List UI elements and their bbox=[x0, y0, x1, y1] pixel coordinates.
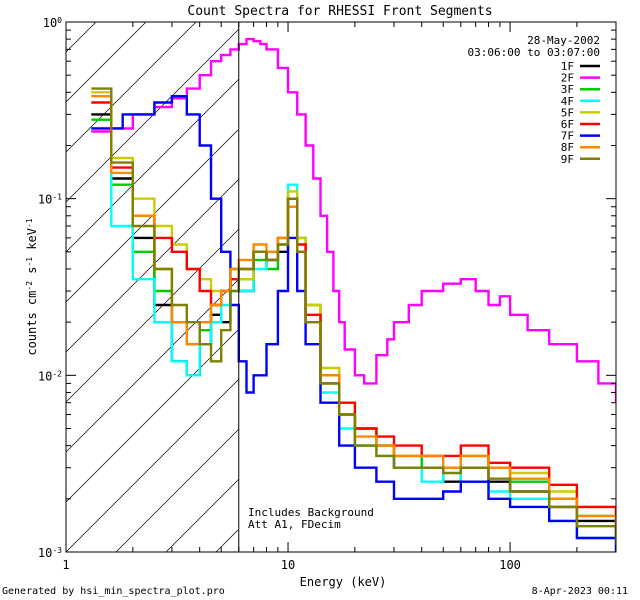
y-tick-label: 100 bbox=[43, 16, 62, 31]
hatch-line bbox=[66, 378, 239, 552]
series-line-6f bbox=[91, 101, 616, 532]
hatch-line bbox=[66, 228, 239, 403]
series-line-3f bbox=[91, 118, 616, 538]
legend-label-1f: 1F bbox=[561, 60, 574, 73]
y-axis-label: counts cm-2 s-1 keV-1 bbox=[25, 218, 40, 355]
legend-label-9f: 9F bbox=[561, 153, 574, 166]
hatch-line bbox=[66, 28, 239, 203]
legend-label-2f: 2F bbox=[561, 72, 574, 85]
tick-labels: 1 10 100 100 10-1 10-2 10-3 bbox=[38, 16, 521, 573]
legend-label-7f: 7F bbox=[561, 130, 574, 143]
series-line-2f bbox=[91, 37, 616, 403]
hatch-line bbox=[215, 528, 239, 552]
hatch-line bbox=[66, 328, 239, 503]
series-line-1f bbox=[91, 113, 616, 538]
x-axis-label: Energy (keV) bbox=[300, 575, 387, 589]
hatch-line bbox=[466, 22, 640, 552]
legend-label-5f: 5F bbox=[561, 106, 574, 119]
axis-ticks bbox=[65, 21, 617, 553]
series-line-7f bbox=[91, 95, 616, 552]
hatch-line bbox=[66, 22, 197, 153]
x-tick-label: 10 bbox=[281, 558, 295, 572]
series-line-5f bbox=[91, 91, 616, 527]
y-tick-label: 10-2 bbox=[38, 369, 62, 384]
legend-label-8f: 8F bbox=[561, 141, 574, 154]
annotation-background: Includes Background bbox=[248, 506, 374, 519]
date-label: 28-May-2002 bbox=[527, 34, 600, 47]
hatch-line bbox=[115, 428, 239, 552]
series-lines bbox=[91, 37, 616, 552]
plot-frame bbox=[65, 21, 617, 553]
legend-label-4f: 4F bbox=[561, 95, 574, 108]
legend-label-3f: 3F bbox=[561, 83, 574, 96]
time-range-label: 03:06:00 to 03:07:00 bbox=[468, 46, 600, 59]
hatch-line bbox=[66, 178, 239, 353]
series-line-9f bbox=[91, 87, 616, 545]
x-tick-label: 1 bbox=[62, 558, 69, 572]
hatch-line bbox=[66, 128, 239, 303]
hatch-line bbox=[66, 22, 147, 103]
x-tick-label: 100 bbox=[499, 558, 521, 572]
legend-label-6f: 6F bbox=[561, 118, 574, 131]
y-tick-label: 10-3 bbox=[38, 546, 62, 561]
annotation-attenuator: Att A1, FDecim bbox=[248, 518, 341, 531]
y-tick-label: 10-1 bbox=[38, 192, 62, 207]
hatch-line bbox=[0, 22, 46, 552]
timestamp-text: 8-Apr-2023 00:11 bbox=[532, 586, 628, 597]
hatch-line bbox=[66, 22, 97, 53]
generated-by-text: Generated by hsi_min_spectra_plot.pro bbox=[2, 586, 225, 597]
series-line-4f bbox=[91, 127, 616, 552]
series-line-8f bbox=[91, 95, 616, 538]
hatch-line bbox=[66, 78, 239, 253]
chart-title: Count Spectra for RHESSI Front Segments bbox=[187, 4, 492, 19]
